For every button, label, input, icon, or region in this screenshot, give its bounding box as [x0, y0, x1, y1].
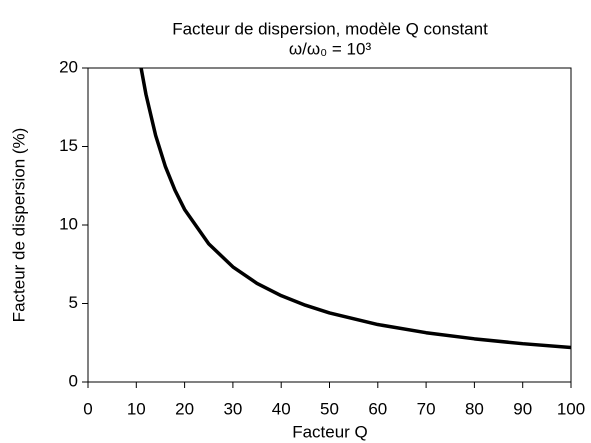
x-tick-label: 60 [368, 399, 387, 418]
y-tick-label: 15 [59, 136, 78, 155]
x-tick-label: 50 [320, 399, 339, 418]
x-tick-label: 30 [223, 399, 242, 418]
x-axis-label: Facteur Q [292, 422, 368, 441]
y-tick-label: 5 [69, 293, 78, 312]
y-tick-label: 10 [59, 214, 78, 233]
x-tick-label: 40 [272, 399, 291, 418]
x-tick-label: 90 [513, 399, 532, 418]
y-tick-label: 0 [69, 371, 78, 390]
data-line [139, 68, 571, 350]
x-tick-label: 70 [417, 399, 436, 418]
x-tick-label: 10 [127, 399, 146, 418]
chart-title: Facteur de dispersion, modèle Q constant [172, 19, 488, 38]
x-tick-label: 100 [557, 399, 585, 418]
x-tick-label: 20 [175, 399, 194, 418]
chart-subtitle: ω/ω₀ = 10³ [289, 39, 372, 58]
x-tick-label: 0 [83, 399, 92, 418]
y-tick-label: 20 [59, 57, 78, 76]
plot-frame [87, 67, 572, 383]
y-axis-label: Facteur de dispersion (%) [9, 128, 28, 323]
x-tick-label: 80 [465, 399, 484, 418]
